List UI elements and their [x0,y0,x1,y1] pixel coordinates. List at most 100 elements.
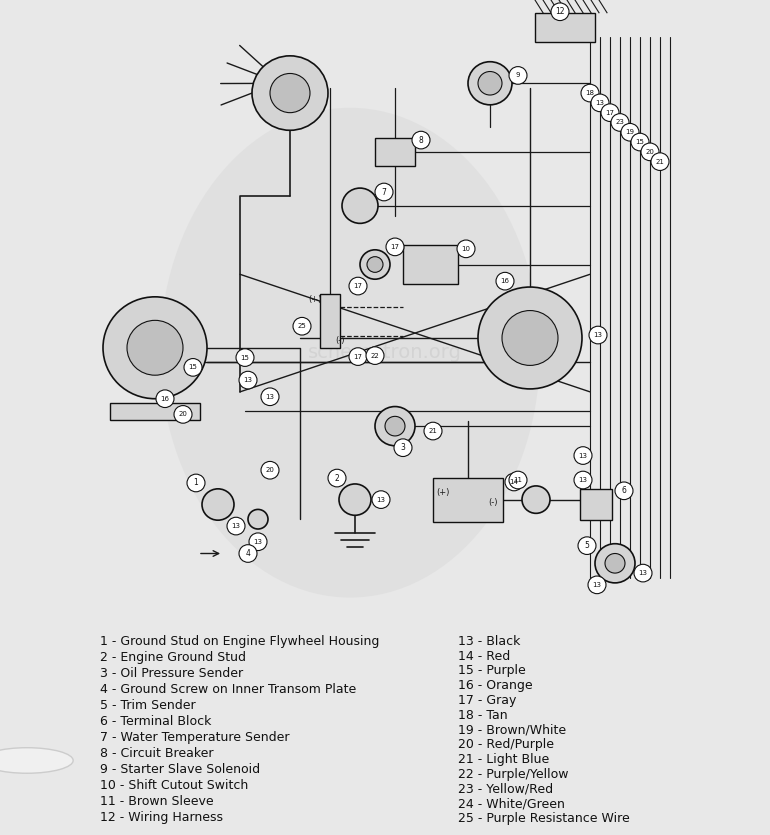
Text: 6: 6 [621,486,627,495]
Circle shape [349,347,367,366]
Circle shape [0,747,73,773]
Circle shape [375,407,415,446]
Circle shape [249,533,267,550]
Text: 20: 20 [179,412,187,418]
Text: 13: 13 [266,394,274,400]
Bar [110,402,200,420]
Bar [320,295,340,348]
Text: 13: 13 [243,377,253,383]
Circle shape [424,423,442,440]
Circle shape [156,390,174,407]
Text: 14: 14 [510,479,518,485]
Text: 13: 13 [594,332,602,338]
Text: 24 - White/Green: 24 - White/Green [458,797,565,810]
Text: 13: 13 [578,453,588,458]
Circle shape [631,134,649,151]
Circle shape [239,372,257,389]
Circle shape [103,296,207,399]
Circle shape [478,72,502,95]
Text: 10: 10 [461,245,470,252]
Circle shape [578,537,596,554]
Bar [580,488,612,520]
Text: 16: 16 [160,396,169,402]
Text: 21: 21 [429,428,437,434]
Text: 17: 17 [605,109,614,116]
Text: 7: 7 [382,188,387,196]
Text: 13: 13 [638,570,648,576]
Text: 13: 13 [377,497,386,503]
Circle shape [634,564,652,582]
Text: schematron.org: schematron.org [308,343,462,362]
Circle shape [328,469,346,487]
Text: 1 - Ground Stud on Engine Flywheel Housing: 1 - Ground Stud on Engine Flywheel Housi… [100,635,380,648]
Circle shape [187,474,205,492]
Text: 3: 3 [400,443,406,453]
Text: 21: 21 [655,159,665,164]
Circle shape [293,317,311,335]
Text: 13: 13 [595,100,604,106]
Circle shape [252,56,328,130]
Circle shape [591,94,609,112]
Text: 11: 11 [514,477,523,483]
Circle shape [605,554,625,573]
Text: 17: 17 [353,283,363,289]
Circle shape [367,256,383,272]
Text: 21 - Light Blue: 21 - Light Blue [458,753,550,766]
Text: 22 - Purple/Yellow: 22 - Purple/Yellow [458,767,569,781]
Circle shape [236,349,254,367]
Text: 2 - Engine Ground Stud: 2 - Engine Ground Stud [100,650,246,664]
Text: 3 - Oil Pressure Sender: 3 - Oil Pressure Sender [100,667,243,680]
Circle shape [457,240,475,258]
Circle shape [270,73,310,113]
Text: 20: 20 [645,149,654,154]
Text: (+): (+) [308,295,321,304]
Text: 5 - Trim Sender: 5 - Trim Sender [100,699,196,711]
Text: (-): (-) [335,336,344,345]
Circle shape [621,124,639,141]
Text: 19: 19 [625,129,634,135]
Text: 23 - Yellow/Red: 23 - Yellow/Red [458,782,554,795]
Circle shape [601,104,619,121]
Text: 23: 23 [615,119,624,125]
Text: 16 - Orange: 16 - Orange [458,679,533,692]
Circle shape [261,462,279,479]
Circle shape [588,576,606,594]
Text: 2: 2 [335,473,340,483]
Circle shape [509,67,527,84]
Bar [403,245,457,284]
Circle shape [574,447,592,464]
Text: (+): (+) [437,488,450,497]
Circle shape [227,517,245,535]
Text: 13 - Black: 13 - Black [458,635,521,648]
Circle shape [366,347,384,364]
Circle shape [372,491,390,509]
Ellipse shape [160,108,540,598]
Text: 6 - Terminal Block: 6 - Terminal Block [100,715,212,727]
Text: 18 - Tan: 18 - Tan [458,709,507,721]
Circle shape [551,3,569,21]
Text: 16: 16 [500,278,510,284]
Circle shape [505,473,523,491]
Text: 15: 15 [635,139,644,145]
Text: 15 - Purple: 15 - Purple [458,665,526,677]
Circle shape [339,484,371,515]
Text: 4 - Ground Screw on Inner Transom Plate: 4 - Ground Screw on Inner Transom Plate [100,683,357,696]
Circle shape [478,287,582,389]
Text: 13: 13 [578,477,588,483]
Circle shape [412,131,430,149]
Circle shape [184,358,202,377]
Circle shape [394,439,412,457]
Text: 13: 13 [232,523,240,529]
Text: 14 - Red: 14 - Red [458,650,511,663]
Circle shape [349,277,367,295]
Circle shape [641,143,659,160]
Circle shape [595,544,635,583]
Text: 8 - Circuit Breaker: 8 - Circuit Breaker [100,746,213,760]
Text: 13: 13 [253,539,263,544]
Text: 5: 5 [584,541,590,550]
Text: 17: 17 [390,244,400,250]
Text: 11 - Brown Sleeve: 11 - Brown Sleeve [100,795,214,807]
Circle shape [509,471,527,488]
Text: (-): (-) [488,498,497,507]
Text: 13: 13 [592,582,601,588]
